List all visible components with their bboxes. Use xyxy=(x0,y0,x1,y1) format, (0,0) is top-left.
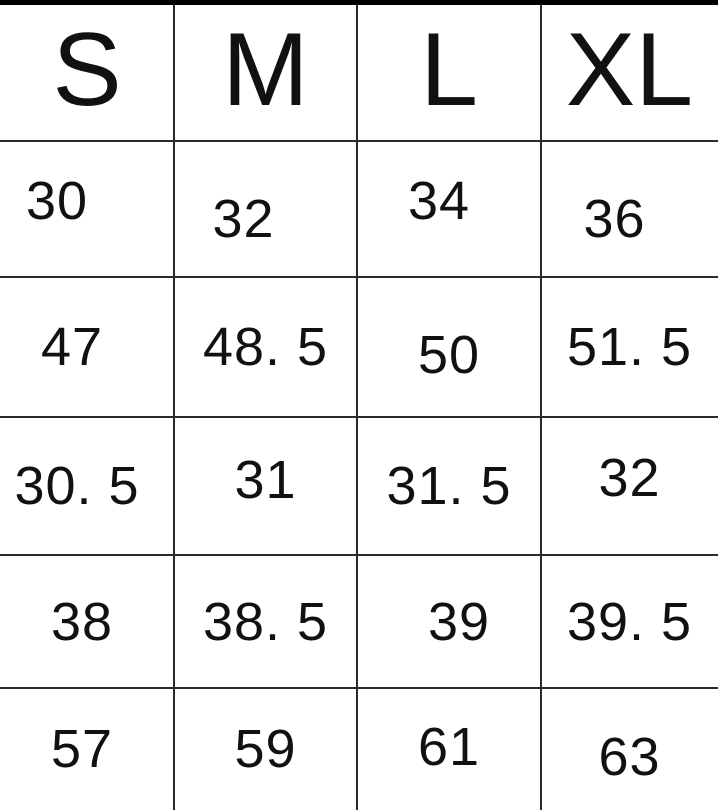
table-cell: 31 xyxy=(234,450,297,510)
table-cell: 34 xyxy=(407,171,471,231)
table-cell: 61 xyxy=(417,717,481,777)
row-divider xyxy=(0,554,718,556)
table-cell: 51. 5 xyxy=(566,317,693,377)
column-divider xyxy=(173,5,175,810)
row-divider xyxy=(0,416,718,418)
table-cell: 36 xyxy=(583,189,646,249)
size-header-s: S xyxy=(52,12,122,128)
row-divider xyxy=(0,140,718,142)
table-cell: 39 xyxy=(427,591,491,652)
table-cell: 48. 5 xyxy=(202,317,329,377)
table-cell: 30. 5 xyxy=(14,456,140,516)
size-header-l: L xyxy=(420,12,478,128)
table-cell: 38. 5 xyxy=(202,591,329,652)
size-header-xl: XL xyxy=(565,12,694,128)
table-cell: 59 xyxy=(234,719,297,779)
table-cell: 32 xyxy=(598,448,661,508)
table-cell: 39. 5 xyxy=(566,591,693,652)
table-cell: 63 xyxy=(598,727,661,787)
row-divider xyxy=(0,687,718,689)
table-cell: 57 xyxy=(50,719,114,779)
table-cell: 31. 5 xyxy=(386,456,512,516)
table-cell: 47 xyxy=(40,317,104,377)
column-divider xyxy=(356,5,358,810)
table-cell: 30 xyxy=(25,171,89,231)
size-header-m: M xyxy=(222,12,309,128)
table-cell: 32 xyxy=(212,189,275,249)
row-divider xyxy=(0,276,718,278)
table-cell: 38 xyxy=(50,591,114,652)
column-divider xyxy=(540,5,542,810)
table-cell: 50 xyxy=(417,325,481,385)
